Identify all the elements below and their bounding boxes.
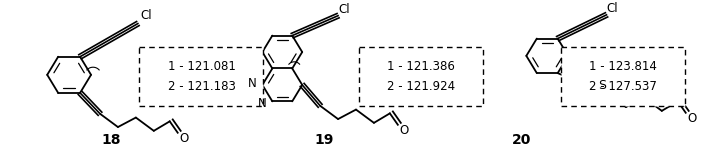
Text: Cl: Cl (606, 2, 619, 15)
Text: Cl: Cl (338, 2, 350, 16)
Text: 19: 19 (314, 133, 333, 147)
Text: 1 - 123.814
2 - 127.537: 1 - 123.814 2 - 127.537 (589, 60, 657, 93)
FancyBboxPatch shape (139, 47, 264, 106)
Text: 20: 20 (512, 133, 532, 147)
Text: N: N (247, 77, 257, 89)
Text: O: O (687, 112, 696, 125)
Text: 1 - 121.081
2 - 121.183: 1 - 121.081 2 - 121.183 (168, 60, 235, 93)
Text: O: O (399, 124, 408, 137)
Text: 18: 18 (102, 133, 121, 147)
Text: 1 - 121.386
2 - 121.924: 1 - 121.386 2 - 121.924 (387, 60, 455, 93)
FancyBboxPatch shape (359, 47, 483, 106)
FancyBboxPatch shape (561, 47, 685, 106)
Text: S: S (598, 79, 606, 92)
Text: N: N (257, 97, 267, 110)
Text: Cl: Cl (140, 10, 151, 22)
Text: O: O (179, 132, 188, 145)
